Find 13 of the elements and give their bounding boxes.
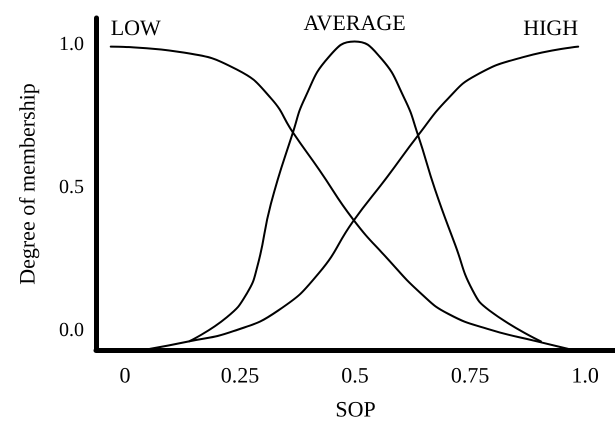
x-tick-label: 0.25 xyxy=(220,362,260,388)
x-tick-label: 0.5 xyxy=(341,362,369,388)
y-tick-label: 0.5 xyxy=(59,176,84,198)
series-label: LOW xyxy=(110,15,162,40)
series-label: HIGH xyxy=(523,15,578,40)
series-label: AVERAGE xyxy=(303,10,406,35)
y-axis-title: Degree of membership xyxy=(14,83,40,285)
x-tick-label: 0 xyxy=(119,362,130,388)
y-tick-label: 1.0 xyxy=(59,32,84,55)
x-axis-title: SOP xyxy=(335,396,376,422)
y-tick-label: 0.0 xyxy=(59,318,84,341)
x-tick-label: 0.75 xyxy=(450,362,490,388)
x-tick-label: 1.0 xyxy=(571,362,599,388)
